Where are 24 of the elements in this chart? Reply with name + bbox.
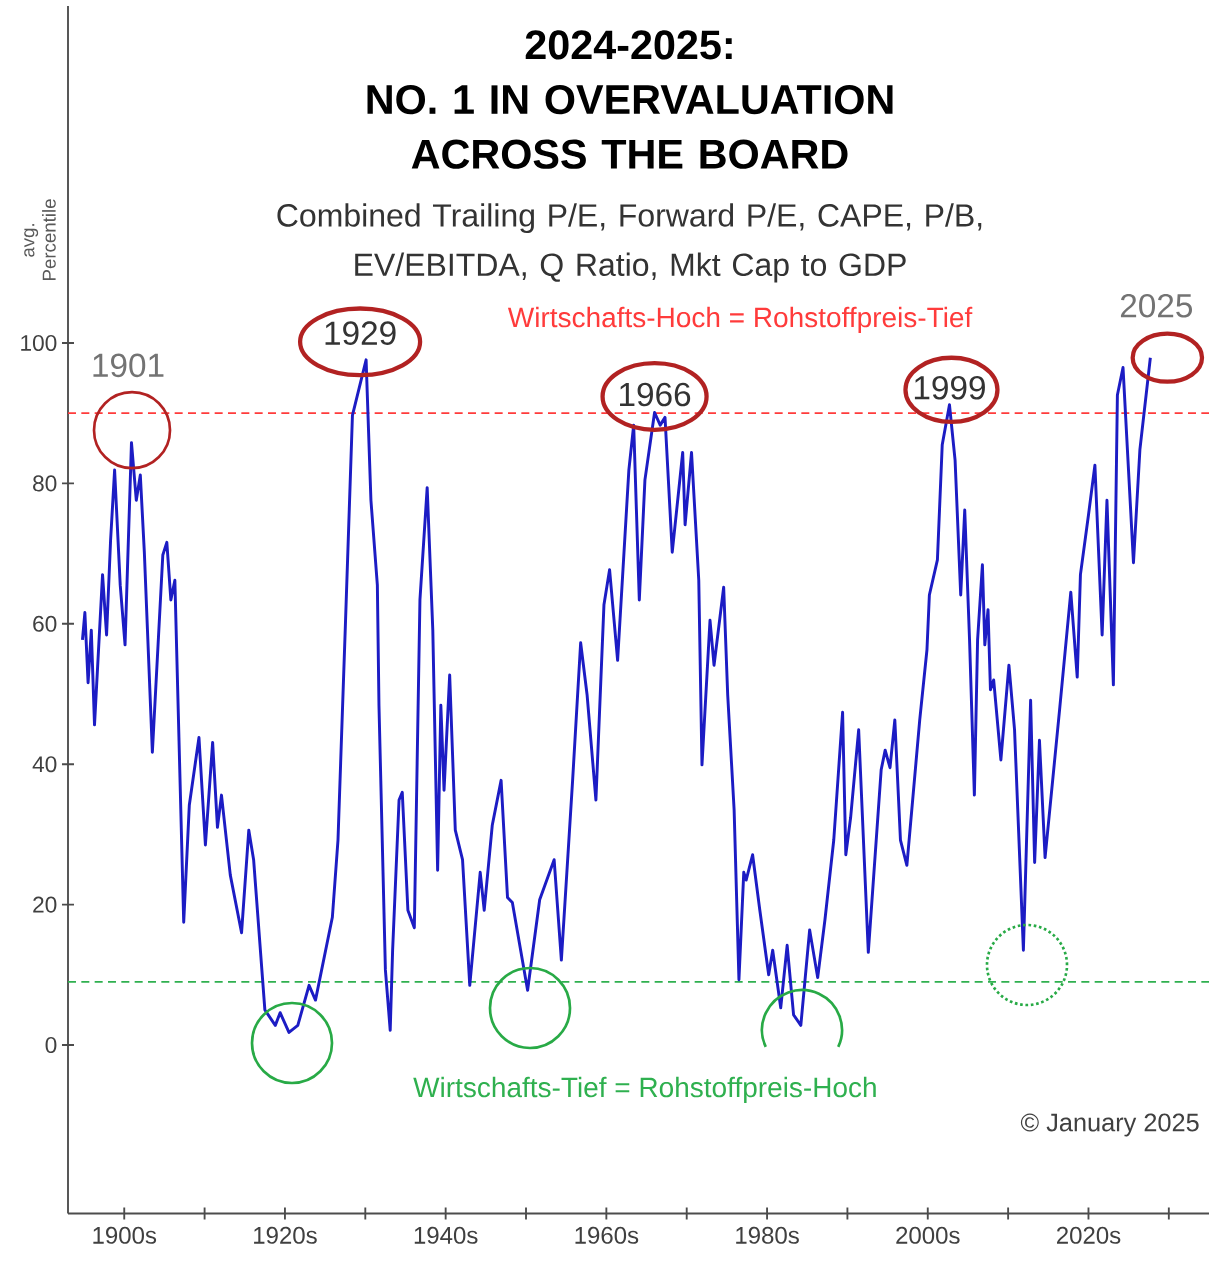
- legend-label: Wirtschafts-Tief = Rohstoffpreis-Hoch: [413, 1076, 876, 1103]
- x-tick-label: 1980s: [736, 1226, 799, 1244]
- y-axis-title: avg. Percentile: [24, 199, 56, 280]
- annotation: 2025: [1120, 293, 1193, 318]
- text: Combined Trailing P/E, Forward P/E, CAPE, P/B, EV/EBITDA, Q Ratio, Mkt Cap to GDP: [277, 203, 982, 283]
- text: 2024-2025: NO. 1 IN OVERVALUATION ACROSS THE BOARD: [367, 30, 893, 169]
- ref-line-label: Wirtschafts-Hoch = Rohstoffpreis-Tief: [507, 306, 973, 333]
- x-tick-label: 2000s: [896, 1226, 960, 1244]
- x-tick-label: 1940s: [414, 1226, 478, 1244]
- annotation: © January 2025: [1020, 1113, 1199, 1137]
- x-tick-label: 1920s: [254, 1226, 317, 1244]
- x-tick-label: 1960s: [575, 1226, 639, 1244]
- y-tick-label: 0: [45, 1036, 57, 1054]
- annotation: 1966: [620, 382, 691, 407]
- annotation: 1999: [914, 375, 985, 400]
- y-tick-label: 100: [21, 334, 57, 352]
- y-tick-label: 40: [32, 756, 57, 773]
- x-tick-label: 2020s: [1056, 1226, 1121, 1244]
- annotation: 1901: [93, 353, 164, 378]
- y-tick-label: 60: [33, 615, 57, 632]
- y-tick-label: 20: [33, 896, 57, 913]
- annotation: 1929: [325, 321, 396, 345]
- x-tick-label: 1900s: [93, 1226, 157, 1244]
- y-tick-label: 80: [33, 475, 57, 492]
